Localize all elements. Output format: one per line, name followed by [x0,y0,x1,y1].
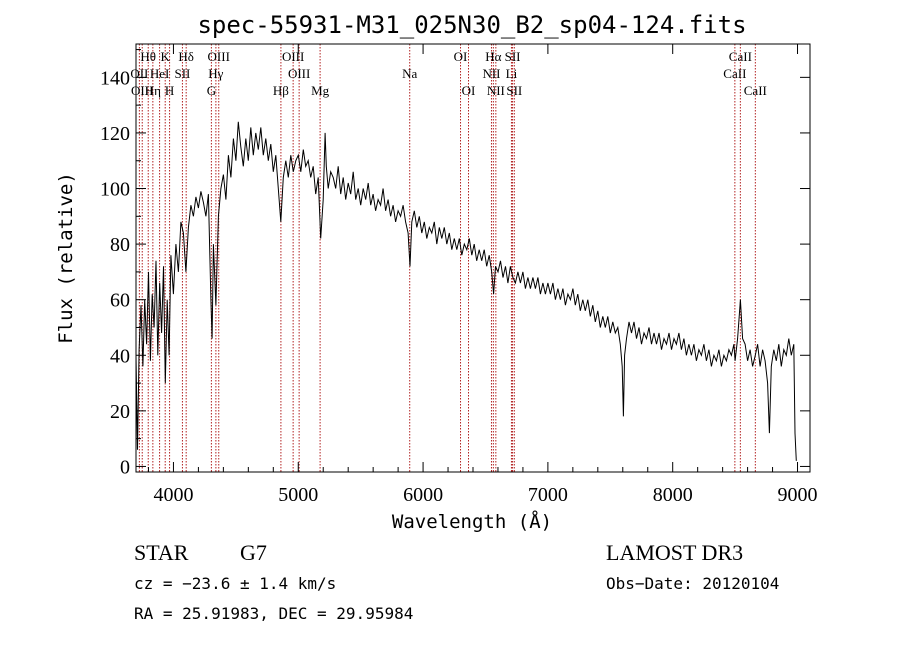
y-tick-label: 0 [120,456,130,478]
object-class: STAR [134,540,189,565]
line-label: K [161,49,171,64]
y-tick-label: 60 [110,290,130,312]
line-label: OIII [288,66,310,81]
line-label: OI [454,49,468,64]
x-tick-label: 8000 [653,484,693,506]
line-label: OIII [208,49,230,64]
line-label: CaII [744,83,767,98]
y-tick-label: 20 [110,401,130,423]
x-tick-label: 5000 [278,484,318,506]
chart-title: spec-55931-M31_025N30_B2_sp04-124.fits [197,11,746,39]
redshift-readout: cz = −23.6 ± 1.4 km/s [134,574,336,593]
spectral-line-labels: Hθ K Hδ OIII OIII OI Hα SII CaII OII HeI SII Hγ OIII N… [130,49,767,98]
x-tick-label: 6000 [403,484,443,506]
line-label: NII [487,83,505,98]
coordinates-readout: RA = 25.91983, DEC = 29.95984 [134,604,413,623]
spectral-line-markers [138,44,756,472]
line-label: Mg [311,83,330,98]
line-label: Hδ [178,49,194,64]
line-label: Li [506,66,518,81]
line-label: Hη [145,83,161,98]
y-tick-label: 80 [110,234,130,256]
x-tick-label: 4000 [153,484,193,506]
line-label: SII [174,66,190,81]
line-label: CaII [723,66,746,81]
line-label: Hγ [208,66,223,81]
x-tick-label: 9000 [778,484,818,506]
spectrum-trace [135,121,797,461]
survey-name: LAMOST DR3 [606,540,743,565]
y-tick-label: 140 [100,67,130,89]
line-label: Hβ [273,83,289,98]
x-axis-label: Wavelength (Å) [392,510,552,533]
observation-date: Obs−Date: 20120104 [606,574,779,593]
object-subclass: G7 [240,540,267,565]
plot-frame [135,43,811,473]
line-label: OIII [282,49,304,64]
y-axis-label: Flux (relative) [55,172,77,344]
line-label: CaII [729,49,752,64]
line-label: G [207,83,216,98]
line-label: SII [505,49,521,64]
line-label: OI [462,83,476,98]
y-tick-label: 40 [110,345,130,367]
line-label: SII [506,83,522,98]
line-label: Na [402,66,417,81]
line-label: Hα [485,49,501,64]
line-label: Hθ [140,49,156,64]
x-tick-label: 7000 [528,484,568,506]
line-label: OIII [131,83,153,98]
x-axis-ticks: 4000 5000 6000 7000 8000 9000 [147,44,818,506]
y-axis-ticks: 0 20 40 60 80 100 120 140 [100,49,810,478]
line-label: NII [482,66,500,81]
line-label: OII [130,66,148,81]
line-label: H [165,83,174,98]
y-tick-label: 120 [100,123,130,145]
line-label: HeI [150,66,170,81]
y-tick-label: 100 [100,179,130,201]
